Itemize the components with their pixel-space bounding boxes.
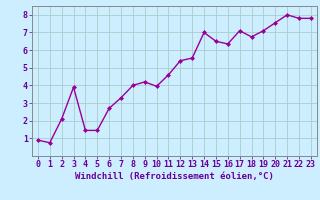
X-axis label: Windchill (Refroidissement éolien,°C): Windchill (Refroidissement éolien,°C)	[75, 172, 274, 181]
